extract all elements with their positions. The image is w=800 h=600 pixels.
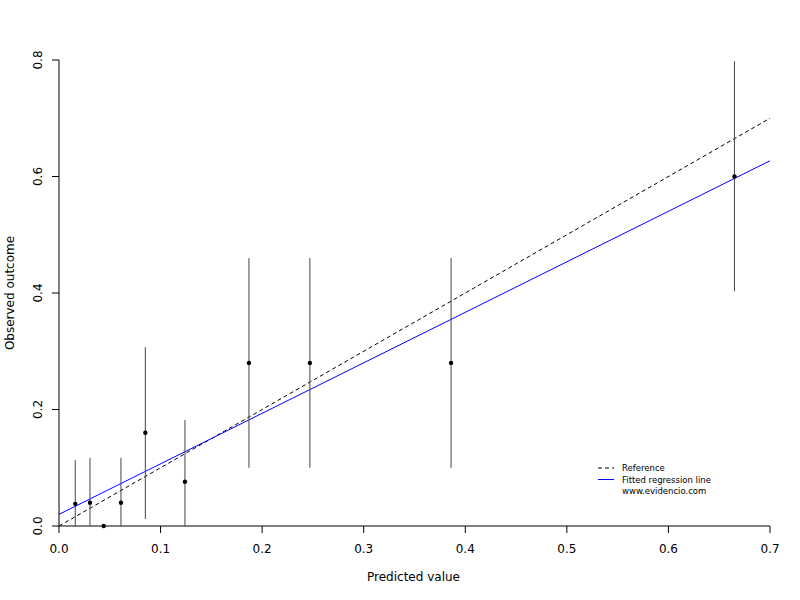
point [247,361,251,365]
line [59,118,770,526]
point [732,174,736,178]
error-bar [89,458,90,526]
point [101,524,105,528]
y-tick-label: 0.0 [31,516,45,535]
legend-label: Reference [622,463,665,473]
y-tick-label: 0.2 [31,400,45,419]
point [449,361,453,365]
y-axis-label: Observed outcome [3,236,17,350]
legend-swatch [598,468,614,469]
x-axis-line [59,526,770,527]
y-tick [52,526,59,527]
error-bar [75,460,76,526]
y-tick [52,293,59,294]
x-tick [770,526,771,533]
x-tick-label: 0.1 [151,542,170,556]
x-tick-label: 0.4 [456,542,475,556]
point [73,502,77,506]
legend: Reference Fitted regression linewww.evide… [598,463,711,496]
x-tick [668,526,669,533]
x-tick-label: 0.7 [760,542,779,556]
x-tick [160,526,161,533]
error-bar [120,458,121,526]
background [0,0,800,600]
y-tick-label: 0.8 [31,50,45,69]
x-tick-label: 0.2 [253,542,272,556]
x-tick [59,526,60,533]
point [143,431,147,435]
annotation: www.evidencio.com [622,486,706,496]
y-tick [52,176,59,177]
y-tick [52,60,59,61]
y-tick [52,409,59,410]
legend-label: Fitted regression line [622,475,711,485]
point [183,480,187,484]
y-tick-label: 0.4 [31,283,45,302]
y-tick-label: 0.6 [31,167,45,186]
x-axis-label: Predicted value [367,570,460,584]
x-tick [363,526,364,533]
plot-data [59,61,770,528]
chart: 0.0 0.1 0.2 0.3 0.4 0.5 0.6 0.7 0.0 0.2 0.4 0.6 0.8 P… [0,0,800,600]
x-tick-label: 0.0 [49,542,68,556]
point [308,361,312,365]
x-tick-label: 0.6 [659,542,678,556]
point [88,501,92,505]
axes: 0.0 0.1 0.2 0.3 0.4 0.5 0.6 0.7 0.0 0.2 0.4 0.6 0.8 [31,50,780,556]
x-tick [465,526,466,533]
point [119,501,123,505]
legend-swatch [598,479,614,480]
x-tick-label: 0.5 [557,542,576,556]
error-bar [184,420,185,526]
x-tick [262,526,263,533]
x-tick [566,526,567,533]
line [59,161,770,515]
x-tick-label: 0.3 [354,542,373,556]
